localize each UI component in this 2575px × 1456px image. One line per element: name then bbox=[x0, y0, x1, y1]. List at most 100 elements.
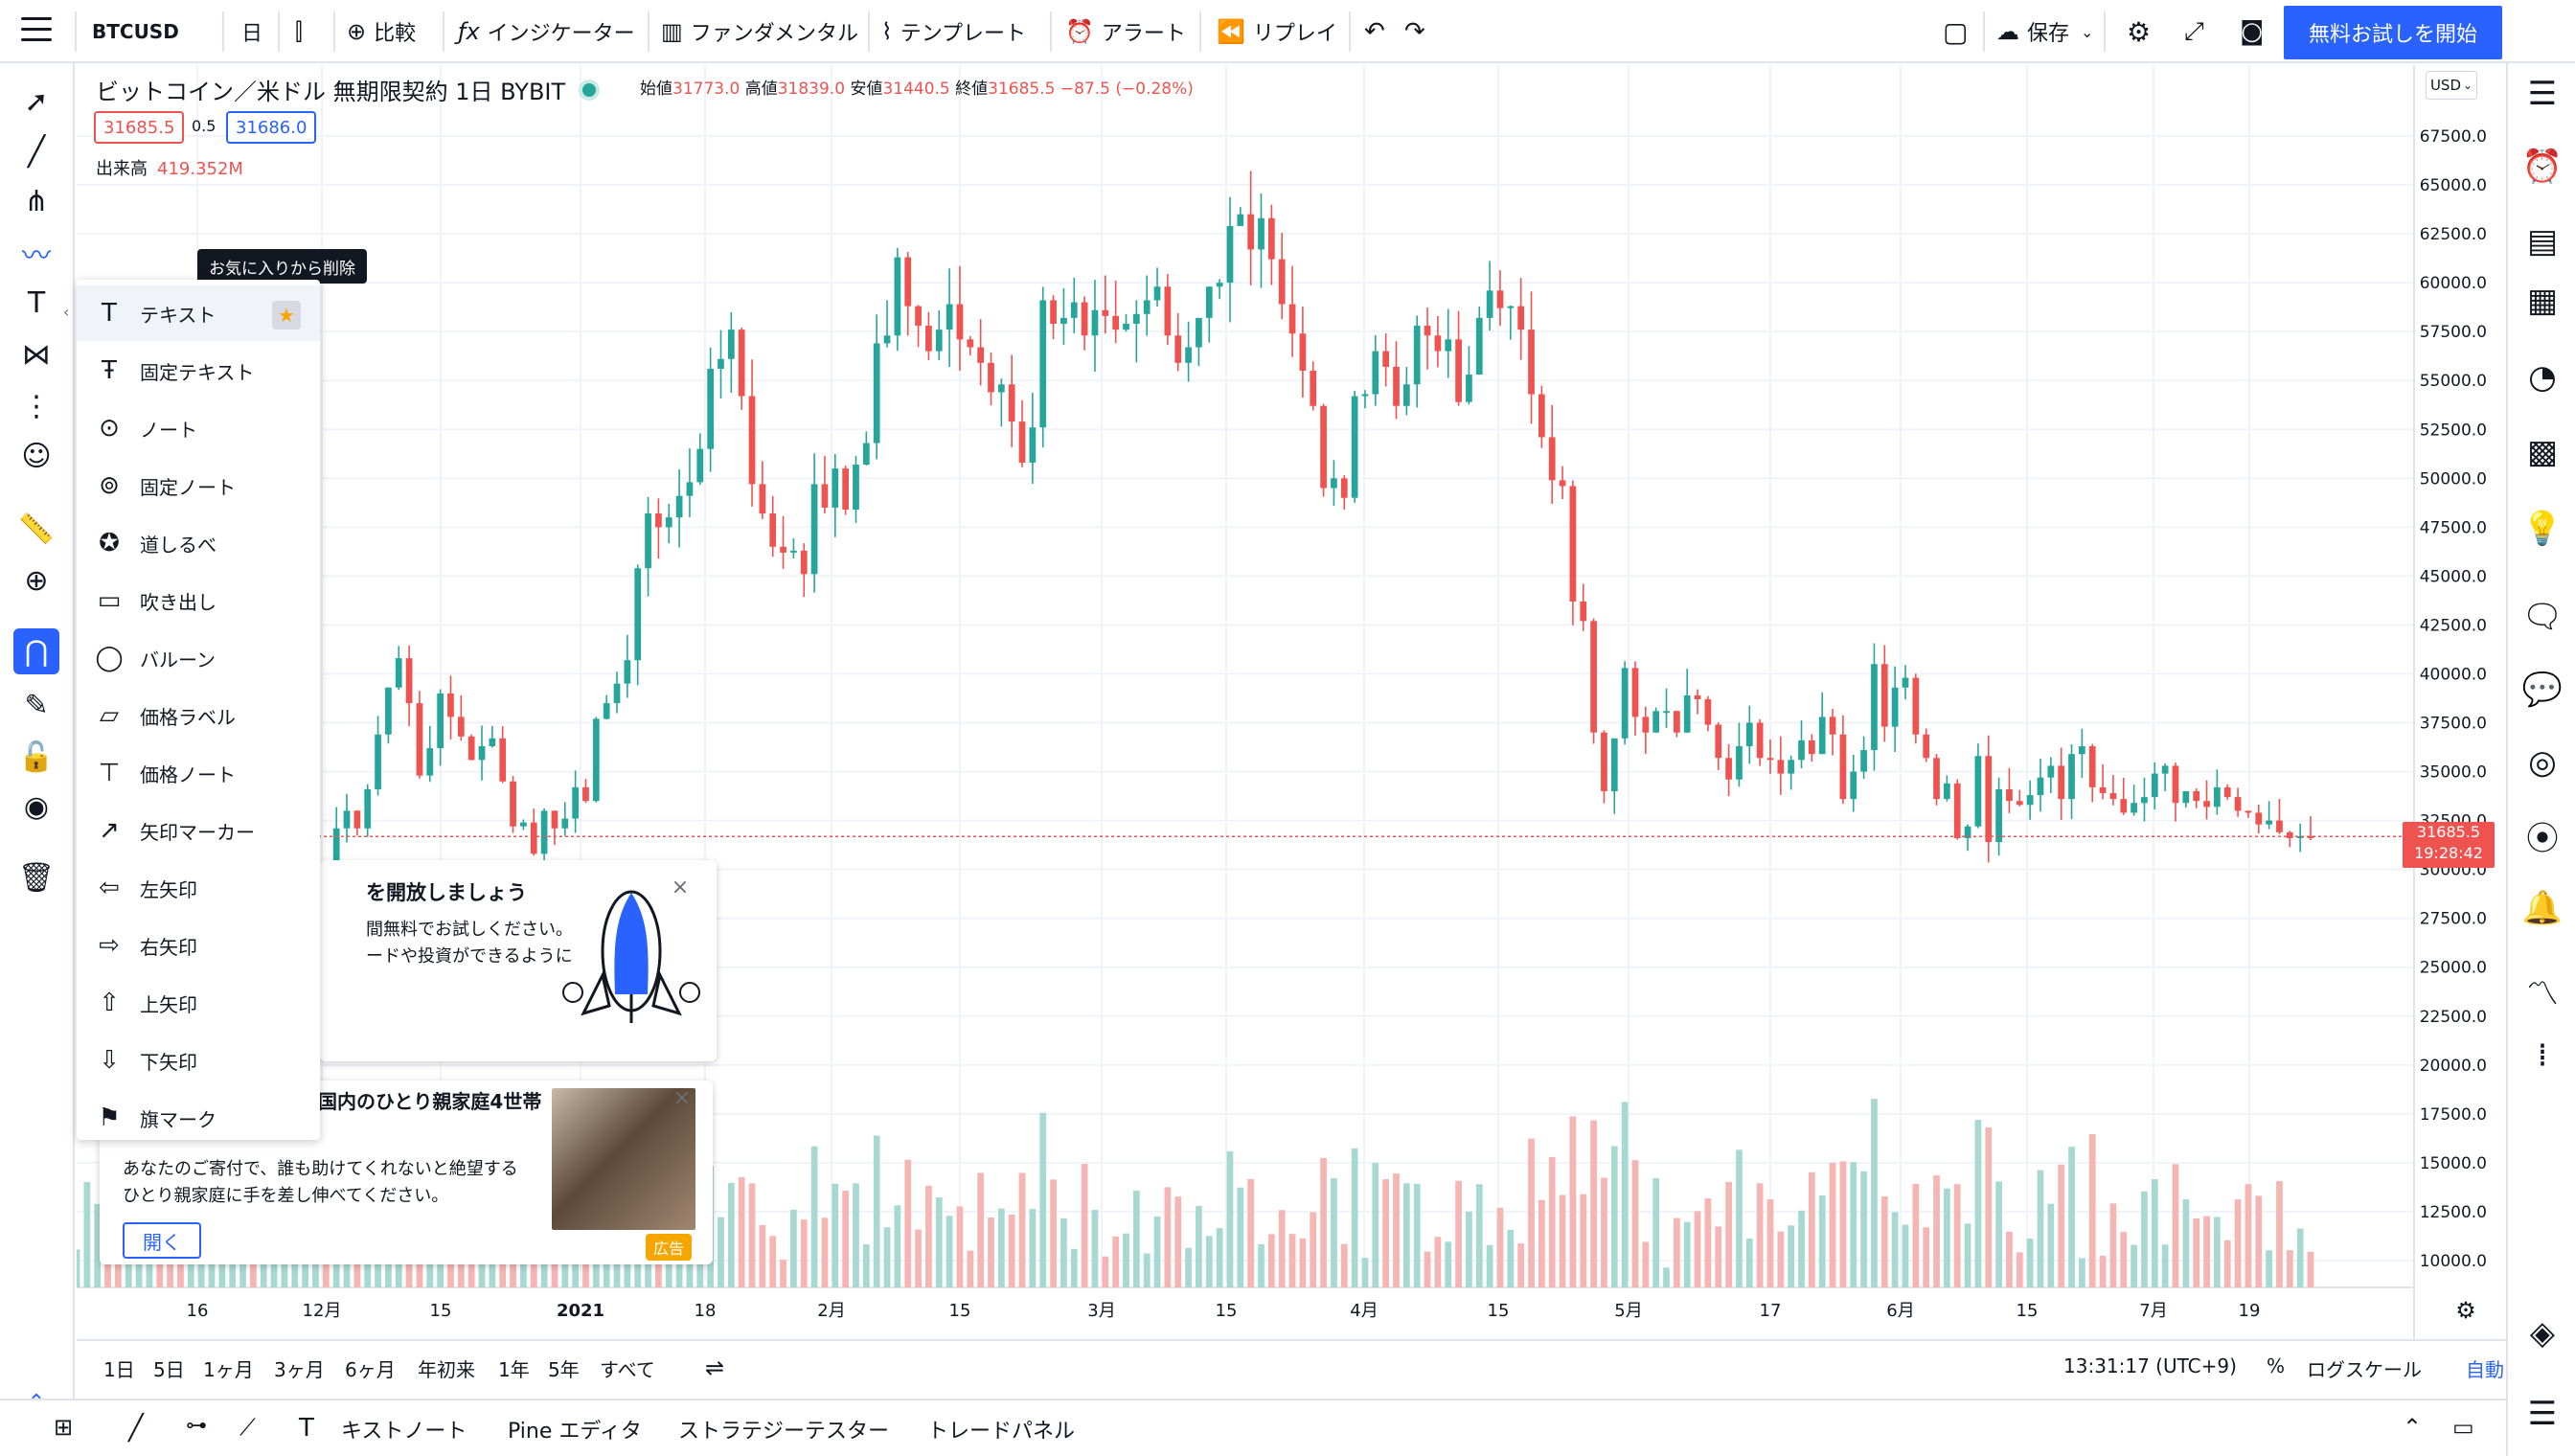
menu-item-arrow-left[interactable]: ⇦ 左矢印 bbox=[77, 860, 320, 916]
sell-price-box[interactable]: 31685.5 bbox=[94, 111, 185, 144]
undo-icon[interactable]: ↶ bbox=[1364, 17, 1385, 46]
trend-line-icon[interactable]: ╱ bbox=[27, 134, 46, 169]
settings-gear-icon[interactable]: ⚙ bbox=[2127, 15, 2152, 48]
zoom-in-icon[interactable]: ⊕ bbox=[24, 563, 49, 598]
layout-icon[interactable]: ▢ bbox=[1943, 15, 1969, 48]
bar-style-button[interactable]: ⫿ bbox=[295, 0, 310, 63]
buy-price-box[interactable]: 31686.0 bbox=[226, 111, 317, 144]
tab-strategy-tester[interactable]: ストラテジーテスター bbox=[678, 1420, 890, 1444]
pattern-icon[interactable]: ⋈ bbox=[22, 337, 51, 372]
watchlist-icon[interactable]: ☰ bbox=[2527, 75, 2558, 113]
close-icon[interactable]: × bbox=[672, 1085, 692, 1110]
chevron-up-icon[interactable]: ⌃ bbox=[2403, 1414, 2423, 1441]
camera-icon[interactable]: ◙ bbox=[2240, 17, 2265, 46]
clock-time[interactable]: 13:31:17 (UTC+9) bbox=[2063, 1354, 2237, 1377]
ad-card[interactable]: 国内のひとり親家庭4世帯 あなたのご寄付で、誰も助けてくれないと絶望する ひとり… bbox=[100, 1081, 713, 1264]
news-icon[interactable]: ▤ bbox=[2526, 222, 2559, 261]
prediction-icon[interactable]: ⋮ bbox=[22, 389, 51, 423]
range-all[interactable]: すべて bbox=[600, 1358, 655, 1381]
trend-line-icon[interactable]: ╱ bbox=[128, 1414, 144, 1443]
text-tool-icon[interactable]: T bbox=[299, 1414, 314, 1443]
ad-open-button[interactable]: 開く bbox=[123, 1222, 201, 1259]
range-1d[interactable]: 1日 bbox=[103, 1358, 135, 1381]
auto-scale-toggle[interactable]: 自動 bbox=[2466, 1358, 2504, 1381]
range-5y[interactable]: 5年 bbox=[548, 1358, 580, 1381]
menu-item-callout[interactable]: ▭ 吹き出し bbox=[77, 573, 320, 628]
cursor-icon[interactable]: ➚ bbox=[24, 84, 49, 119]
chevron-left-icon[interactable]: ‹ bbox=[63, 303, 70, 321]
pie-icon[interactable]: ◔ bbox=[2528, 358, 2557, 397]
percent-toggle[interactable]: % bbox=[2267, 1354, 2286, 1377]
magnet-icon[interactable]: ⋂ bbox=[13, 628, 59, 674]
brush-icon[interactable]: 〰 bbox=[22, 239, 51, 273]
fullscreen-icon[interactable]: ⤢ bbox=[2184, 16, 2204, 46]
replay-button[interactable]: ⏪ リプレイ bbox=[1217, 0, 1337, 63]
interval-button[interactable]: 日 bbox=[241, 22, 263, 46]
chats-icon[interactable]: 🗨 bbox=[2521, 598, 2564, 636]
menu-icon[interactable] bbox=[21, 17, 52, 44]
favorites-toolbar-icon[interactable]: ⊞ bbox=[54, 1414, 74, 1441]
promo-card[interactable]: を開放しましょう 間無料でお試しください。 ードや投資ができるように × bbox=[320, 860, 717, 1061]
maximize-panel-icon[interactable]: ▭ bbox=[2452, 1414, 2474, 1441]
menu-item-price-note[interactable]: ⊤ 価格ノート bbox=[77, 745, 320, 801]
trend-icon[interactable]: 〽 bbox=[2526, 974, 2559, 1013]
alert-button[interactable]: ⏰ アラート bbox=[1065, 0, 1186, 63]
path-icon[interactable]: ⟋ bbox=[239, 1414, 256, 1441]
go-to-date-icon[interactable]: ⇌ bbox=[705, 1354, 725, 1381]
calendar-list-icon[interactable]: ▦ bbox=[2526, 282, 2559, 320]
star-icon[interactable]: ★ bbox=[272, 301, 301, 330]
fundamentals-button[interactable]: ▥ ファンダメンタル bbox=[661, 0, 858, 63]
chat-icon[interactable]: 💬 bbox=[2521, 671, 2564, 709]
stream-icon[interactable]: ⦿ bbox=[2526, 819, 2559, 858]
text-tool-icon[interactable]: T bbox=[27, 285, 46, 320]
menu-item-note[interactable]: ⊙ ノート bbox=[77, 400, 320, 456]
lock-icon[interactable]: 🔓 bbox=[18, 739, 55, 774]
tab-pine-editor[interactable]: Pine エディタ bbox=[508, 1420, 642, 1444]
stay-drawing-icon[interactable]: ✎ bbox=[24, 688, 49, 722]
range-3m[interactable]: 3ヶ月 bbox=[274, 1358, 325, 1381]
start-trial-button[interactable]: 無料お試しを開始 bbox=[2284, 6, 2502, 59]
layers-icon[interactable]: ◈ bbox=[2529, 1314, 2556, 1353]
lightbulb-icon[interactable]: 💡 bbox=[2521, 510, 2564, 548]
menu-item-text[interactable]: T テキスト ★ bbox=[77, 285, 320, 341]
menu-item-arrow-marker[interactable]: ↗ 矢印マーカー bbox=[77, 803, 320, 858]
menu-item-arrow-up[interactable]: ⇧ 上矢印 bbox=[77, 975, 320, 1031]
menu-item-anchored-note[interactable]: ⊚ 固定ノート bbox=[77, 458, 320, 513]
help-icon[interactable]: ☰ bbox=[2527, 1395, 2558, 1433]
ruler-icon[interactable]: 📏 bbox=[18, 512, 55, 546]
calendar-icon[interactable]: ▩ bbox=[2526, 433, 2559, 471]
range-1m[interactable]: 1ヶ月 bbox=[203, 1358, 254, 1381]
range-1y[interactable]: 1年 bbox=[498, 1358, 530, 1381]
trash-icon[interactable]: 🗑 bbox=[17, 860, 56, 895]
range-6m[interactable]: 6ヶ月 bbox=[345, 1358, 396, 1381]
menu-item-signpost[interactable]: ✪ 道しるべ bbox=[77, 515, 320, 571]
ideas-icon[interactable]: ◎ bbox=[2528, 743, 2557, 782]
volume-bar bbox=[1964, 1223, 1971, 1287]
close-icon[interactable]: × bbox=[671, 875, 690, 899]
tab-trade-panel[interactable]: トレードパネル bbox=[927, 1420, 1076, 1444]
emoji-icon[interactable]: ☺ bbox=[21, 439, 52, 473]
range-ytd[interactable]: 年初来 bbox=[418, 1358, 475, 1381]
tab-text-note[interactable]: キストノート bbox=[341, 1420, 467, 1444]
currency-select[interactable]: USD ⌄ bbox=[2426, 71, 2477, 100]
menu-item-anchored-text[interactable]: Ŧ 固定テキスト bbox=[77, 343, 320, 398]
compare-button[interactable]: ⊕ 比較 bbox=[347, 0, 416, 63]
menu-item-arrow-down[interactable]: ⇩ 下矢印 bbox=[77, 1033, 320, 1088]
notification-bell-icon[interactable]: 🔔 bbox=[2521, 889, 2564, 927]
menu-item-flag[interactable]: ⚑ 旗マーク bbox=[77, 1090, 320, 1146]
alarm-icon[interactable]: ⏰ bbox=[2521, 148, 2564, 186]
log-scale-toggle[interactable]: ログスケール bbox=[2307, 1358, 2422, 1381]
indicators-button[interactable]: ƒx インジケーター bbox=[458, 0, 635, 63]
horizontal-ray-icon[interactable]: ⊶ bbox=[186, 1414, 207, 1438]
redo-icon[interactable]: ↷ bbox=[1404, 17, 1425, 46]
dots-icon[interactable]: ⁞ bbox=[2537, 1036, 2548, 1075]
menu-item-balloon[interactable]: ◯ バルーン bbox=[77, 630, 320, 686]
symbol-search[interactable]: BTCUSD bbox=[92, 20, 179, 43]
save-button[interactable]: ☁ 保存 ⌄ bbox=[1996, 0, 2093, 63]
menu-item-price-label[interactable]: ▱ 価格ラベル bbox=[77, 688, 320, 743]
range-5d[interactable]: 5日 bbox=[153, 1358, 185, 1381]
eye-icon[interactable]: ◉ bbox=[23, 789, 50, 824]
pitchfork-icon[interactable]: ⋔ bbox=[24, 184, 49, 218]
menu-item-arrow-right[interactable]: ⇨ 右矢印 bbox=[77, 918, 320, 973]
templates-button[interactable]: ⌇ テンプレート bbox=[881, 0, 1026, 63]
